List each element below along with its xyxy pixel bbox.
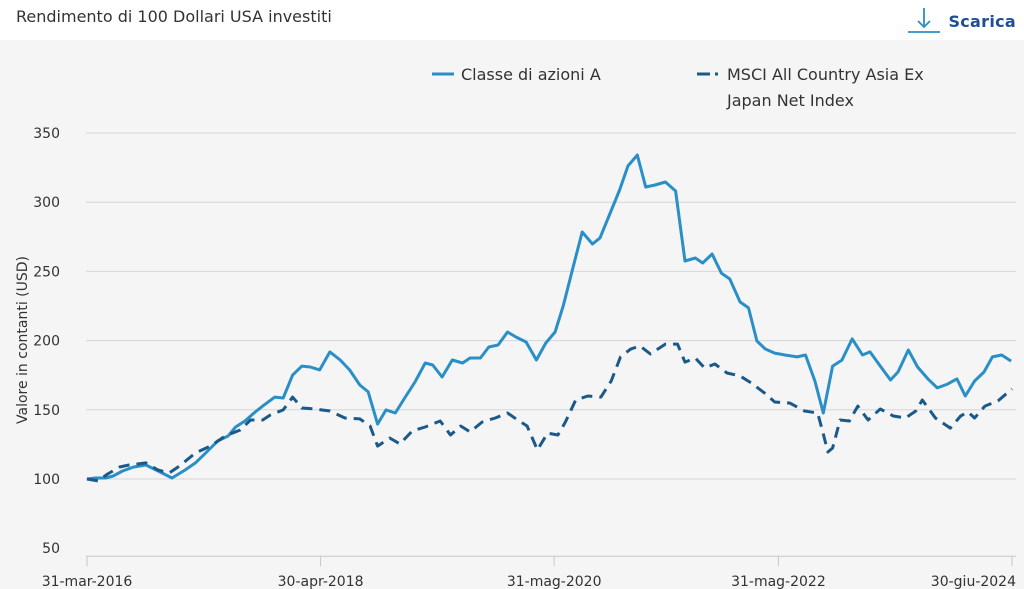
download-arrow-icon [908,8,941,33]
download-label: Scarica [948,12,1016,31]
y-tick-label: 150 [33,403,60,419]
series-lines [86,153,1013,483]
y-axis-ticks: 50 100 150 200 250 300 350 [33,126,60,557]
x-tick-label: 31-mag-2022 [731,574,826,589]
legend-entry-fund[interactable]: Classe di azioni A [432,65,601,84]
legend-label-index-line1: MSCI All Country Asia Ex [727,65,924,84]
legend-entry-index[interactable]: MSCI All Country Asia Ex Japan Net Index [697,65,924,110]
grid-lines [86,132,1016,480]
chart-container: 50 100 150 200 250 300 350 31-mar-2016 30-apr-2… [0,40,1024,589]
legend[interactable]: Classe di azioni A MSCI All Country Asia… [432,65,924,110]
y-tick-label: 50 [42,541,60,557]
download-button[interactable]: Scarica [908,6,1016,34]
x-axis: 31-mar-2016 30-apr-2018 31-mag-2020 31-mag-… [42,555,1016,589]
x-tick-label: 30-apr-2018 [278,574,364,589]
chart-title: Rendimento di 100 Dollari USA investiti [16,7,332,26]
x-tick-label: 31-mag-2020 [507,574,602,589]
series-line-index[interactable] [86,342,1013,483]
y-tick-label: 250 [33,264,60,280]
y-axis-title: Valore in contanti (USD) [15,256,31,424]
y-tick-label: 200 [33,334,60,350]
x-tick-label: 30-giu-2024 [931,574,1016,589]
chart-header: Rendimento di 100 Dollari USA investiti … [0,0,1024,40]
line-chart: 50 100 150 200 250 300 350 31-mar-2016 30-apr-2… [15,65,1016,589]
legend-label-fund: Classe di azioni A [461,65,601,84]
y-tick-label: 300 [33,195,60,211]
y-tick-label: 100 [33,472,60,488]
series-line-fund[interactable] [86,153,1012,481]
y-tick-label: 350 [33,126,60,142]
x-tick-label: 31-mar-2016 [42,574,133,589]
legend-label-index-line2: Japan Net Index [726,91,854,110]
